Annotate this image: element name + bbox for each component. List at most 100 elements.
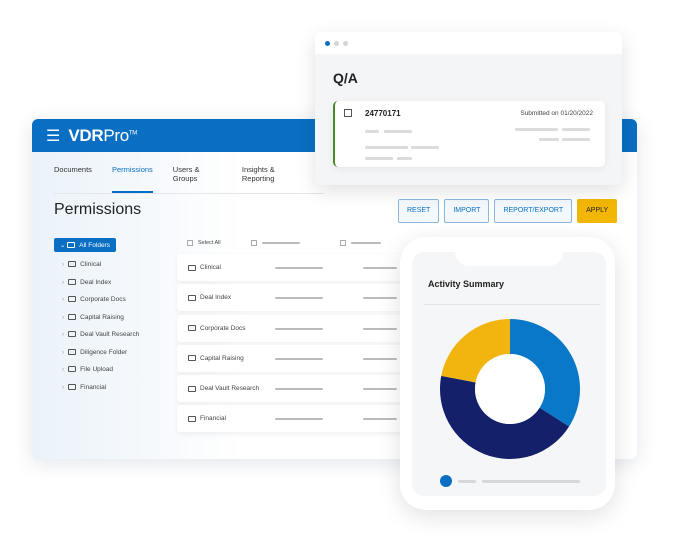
tab-permissions[interactable]: Permissions: [111, 159, 153, 193]
tab-documents[interactable]: Documents: [54, 165, 92, 174]
select-all-label: Select All: [198, 240, 221, 246]
placeholder-bar: [397, 157, 412, 160]
placeholder-bar: [384, 130, 412, 133]
placeholder-bar: [411, 146, 439, 149]
tab-insights-reporting[interactable]: Insights & Reporting: [241, 165, 275, 183]
folder-icon: [68, 383, 77, 390]
placeholder-bar: [482, 480, 580, 483]
hamburger-icon[interactable]: ☰: [46, 127, 61, 145]
qa-item[interactable]: 24770171 Submitted on 01/20/2022: [333, 101, 605, 167]
folder-icon: [68, 348, 77, 355]
placeholder-bar: [275, 418, 323, 421]
column-checkbox[interactable]: [339, 240, 346, 246]
chevron-right-icon: ›: [62, 331, 65, 338]
tree-item[interactable]: › Corporate Docs: [62, 296, 139, 305]
tree-item[interactable]: › File Upload: [62, 366, 139, 375]
chevron-right-icon: ›: [62, 313, 65, 321]
select-all-checkbox[interactable]: [187, 240, 193, 246]
window-dot: [334, 40, 339, 46]
table-row[interactable]: Corporate Docs: [177, 314, 417, 342]
folder-icon: [188, 415, 196, 422]
placeholder-bar: [365, 130, 379, 133]
folder-icon: [68, 366, 77, 372]
qa-item-checkbox[interactable]: [344, 109, 352, 117]
tree-item[interactable]: › Financial: [62, 383, 139, 393]
reset-button[interactable]: RESET: [398, 199, 440, 223]
tree-item[interactable]: › Deal Index: [62, 278, 139, 288]
tree-item[interactable]: › Diligence Folder: [62, 348, 139, 358]
tree-item-label: Deal Index: [80, 278, 112, 286]
qa-window: Q/A 24770171 Submitted on 01/20/2022: [315, 32, 622, 185]
window-dot: [325, 40, 330, 46]
row-label: Deal Index: [200, 294, 232, 302]
folder-table: Clinical Deal Index Corporate Docs Capital …: [177, 254, 417, 436]
row-label: Corporate Docs: [200, 324, 246, 332]
donut-hole: [475, 354, 545, 424]
tree-item[interactable]: › Clinical: [62, 261, 139, 270]
column-checkbox[interactable]: [250, 240, 257, 246]
logo-bold: VDR: [68, 125, 104, 145]
divider: [424, 304, 600, 305]
folder-icon: [68, 278, 77, 285]
row-label: Clinical: [200, 264, 221, 271]
tree-item[interactable]: › Deal Vault Research: [62, 331, 139, 340]
folder-icon: [188, 325, 196, 332]
logo: VDRProTM: [68, 126, 137, 146]
folder-icon: [68, 313, 77, 320]
tree-item[interactable]: › Capital Raising: [62, 313, 139, 323]
placeholder-bar: [261, 242, 300, 244]
placeholder-bar: [363, 297, 397, 300]
qa-submitted-date: Submitted on 01/20/2022: [520, 110, 593, 117]
chevron-right-icon: ›: [62, 348, 65, 356]
table-row[interactable]: Capital Raising: [177, 344, 417, 372]
import-button[interactable]: IMPORT: [444, 199, 490, 223]
donut-slice-2: [441, 319, 510, 383]
logo-tm: TM: [128, 129, 137, 136]
chevron-right-icon: ›: [62, 296, 65, 303]
placeholder-bar: [365, 146, 408, 149]
placeholder-bar: [275, 357, 323, 360]
placeholder-bar: [350, 242, 381, 244]
chevron-right-icon: ›: [62, 278, 65, 286]
phone-screen: Activity Summary: [412, 252, 606, 496]
legend-dot: [440, 475, 452, 487]
folder-tree: ⌄ All Folders › Clinical › Deal Index › Corpo…: [54, 234, 139, 392]
table-row[interactable]: Clinical: [177, 254, 417, 281]
tree-root-all-folders[interactable]: ⌄ All Folders: [54, 238, 116, 252]
tree-item-label: Corporate Docs: [80, 296, 126, 303]
folder-icon: [188, 294, 196, 301]
placeholder-bar: [363, 267, 397, 269]
activity-donut-chart: [440, 319, 580, 460]
activity-phone: Activity Summary: [400, 237, 615, 510]
table-row[interactable]: Deal Index: [177, 284, 417, 312]
chevron-down-icon: ⌄: [60, 242, 66, 249]
window-dot: [343, 40, 348, 46]
chevron-right-icon: ›: [62, 366, 65, 373]
placeholder-bar: [363, 418, 397, 421]
tree-item-label: Financial: [80, 383, 107, 391]
tab-bar: Documents Permissions Users & Groups Ins…: [54, 159, 324, 194]
folder-open-icon: [67, 242, 76, 248]
tree-item-label: Clinical: [80, 261, 102, 268]
page-title: Permissions: [54, 201, 142, 218]
apply-button[interactable]: APPLY: [577, 199, 618, 223]
placeholder-bar: [275, 267, 323, 269]
report-export-button[interactable]: REPORT/EXPORT: [494, 199, 573, 223]
tree-item-label: Deal Vault Research: [80, 331, 140, 338]
donut-slice-0: [510, 319, 580, 427]
qa-title: Q/A: [333, 70, 358, 86]
tree-item-label: File Upload: [80, 366, 114, 373]
placeholder-bar: [363, 327, 397, 330]
phone-notch: [455, 252, 563, 266]
placeholder-bar: [275, 297, 323, 300]
tree-item-label: Diligence Folder: [80, 348, 128, 356]
donut-slice-1: [440, 375, 570, 460]
tab-users-groups[interactable]: Users & Groups: [172, 165, 200, 183]
table-row[interactable]: Deal Vault Research: [177, 375, 417, 403]
tree-root-label: All Folders: [79, 242, 110, 249]
table-row[interactable]: Financial: [177, 405, 417, 433]
placeholder-bar: [562, 138, 590, 141]
tree-item-label: Capital Raising: [80, 313, 124, 321]
placeholder-bar: [562, 128, 590, 131]
placeholder-bar: [275, 327, 323, 330]
